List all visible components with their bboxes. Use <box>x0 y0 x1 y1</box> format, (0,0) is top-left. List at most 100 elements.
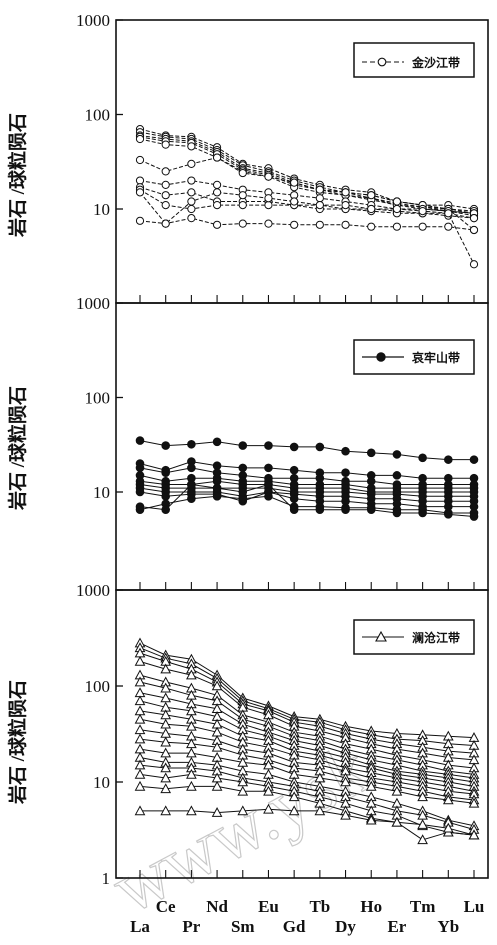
panel-jinshajiang-series-8-point <box>469 214 479 223</box>
panel-ailaoshan-series-1-point <box>289 465 299 475</box>
panel-lancangjiang-series-5-point <box>134 676 146 687</box>
panel-ailaoshan-series-2-point <box>135 463 145 473</box>
panel-lancangjiang-series-17-point <box>442 822 454 833</box>
panel-jinshajiang-series-9-point <box>290 197 299 206</box>
panel-jinshajiang-ylabel: 岩石 /球粒陨石 <box>6 113 29 238</box>
panel-jinshajiang-series-7-point <box>187 188 196 197</box>
panel-jinshajiang-series-10-point <box>315 220 324 229</box>
panel-ailaoshan-series-9-point <box>289 505 299 514</box>
panel-jinshajiang-series-10-point <box>187 214 196 223</box>
panel-jinshajiang-series-9-point <box>264 194 273 203</box>
panel-jinshajiang-legend-marker <box>377 57 387 67</box>
panel-jinshajiang-series-4-line <box>139 138 475 217</box>
panel-ailaoshan-series-7-point <box>135 487 145 497</box>
panel-lancangjiang-series-9-point <box>186 720 197 731</box>
x-tick-label-pr: Pr <box>182 917 200 936</box>
panel-ailaoshan-series-9-point <box>366 505 376 514</box>
panel-ailaoshan-series-0-point <box>238 441 248 450</box>
panel-ailaoshan-series-0-point <box>161 441 170 450</box>
panel-lancangjiang-series-17-point <box>186 805 197 816</box>
x-tick-label-tb: Tb <box>309 897 330 916</box>
panel-jinshajiang-ytick-label: 100 <box>85 106 111 125</box>
panel-jinshajiang-series-5-line <box>139 157 475 231</box>
panel-jinshajiang-series-8-point <box>161 200 170 210</box>
panel-ailaoshan-series-9-point <box>238 487 248 497</box>
panel-lancangjiang-series-10-point <box>134 724 146 735</box>
panel-ailaoshan-series-9-point <box>161 505 170 514</box>
x-tick-label-gd: Gd <box>283 917 306 936</box>
panel-lancangjiang-series-14-point <box>134 759 146 770</box>
panel-lancangjiang-series-15-point <box>134 768 146 779</box>
panel-jinshajiang-ytick-label: 1000 <box>76 11 110 30</box>
panel-ailaoshan-ytick-label: 100 <box>85 389 111 408</box>
panel-jinshajiang-series-9-point <box>135 188 145 197</box>
panel-lancangjiang-series-3-point <box>160 663 172 674</box>
panel-lancangjiang-legend-label: 澜沧江带 <box>412 630 460 645</box>
x-tick-label-la: La <box>130 917 150 936</box>
panel-ailaoshan-series-9-point <box>341 505 350 514</box>
panel-lancangjiang-legend: 澜沧江带 <box>353 619 475 655</box>
panel-lancangjiang: 岩石 /球粒陨石 1000 100 10 1 澜沧江带 <box>6 581 489 888</box>
panel-lancangjiang-series-12-point <box>468 797 480 808</box>
panel-lancangjiang-series-2-line <box>139 652 475 754</box>
x-tick-label-yb: Yb <box>437 917 459 936</box>
panel-ailaoshan-series-1-line <box>139 461 474 479</box>
panel-jinshajiang-series-5-point <box>135 155 145 165</box>
x-tick-label-ho: Ho <box>360 897 382 916</box>
panel-jinshajiang-series-5-point <box>264 172 273 181</box>
panel-ailaoshan-series-9-point <box>135 502 145 511</box>
panel-lancangjiang-series-11-point <box>211 741 223 752</box>
x-tick-label-sm: Sm <box>231 917 255 936</box>
panel-jinshajiang-series-3-line <box>139 136 475 214</box>
x-tick-label-ce: Ce <box>156 897 176 916</box>
panel-lancangjiang-series-16-point <box>160 783 172 794</box>
panel-ailaoshan-series-1-point <box>238 463 248 473</box>
panel-jinshajiang-series-10-point <box>161 219 170 228</box>
panel-jinshajiang-series-9-point <box>341 200 350 210</box>
panel-jinshajiang-series-10-point <box>290 220 299 229</box>
panel-ailaoshan-series-1-point <box>341 468 350 478</box>
panel-jinshajiang-series-8-point <box>264 200 273 210</box>
panel-ailaoshan-legend: 哀牢山带 <box>353 339 475 375</box>
panel-jinshajiang-series-10-point <box>238 219 247 228</box>
panel-jinshajiang-series-5-point <box>392 197 402 206</box>
panel-ailaoshan-series-1-point <box>212 461 222 470</box>
panel-jinshajiang-series-8-line <box>139 189 475 219</box>
panel-ailaoshan-series-1-point <box>392 471 402 480</box>
panel-jinshajiang-series-6-point <box>187 176 196 185</box>
panel-lancangjiang-series-17-point <box>134 805 146 816</box>
panel-lancangjiang-series-15-point <box>186 768 197 779</box>
panel-jinshajiang-series-10-point <box>444 222 453 231</box>
panel-ailaoshan-series-9-point <box>469 512 479 521</box>
panel-jinshajiang-series-9-point <box>367 204 376 214</box>
panel-jinshajiang: 岩石 /球粒陨石 1000 100 10 金沙江带 <box>6 11 489 304</box>
panel-lancangjiang-series-17-point <box>417 819 428 829</box>
panel-lancangjiang-series-12-line <box>139 748 475 804</box>
panel-lancangjiang-series-11-point <box>160 736 172 747</box>
panel-lancangjiang-series-4-line <box>139 674 475 769</box>
panel-jinshajiang-series-6-point <box>212 180 222 189</box>
panel-ailaoshan-series-9-point <box>187 480 196 489</box>
panel-jinshajiang-series-10-point <box>264 219 273 228</box>
panel-jinshajiang-series-10-point <box>469 225 479 235</box>
panel-ailaoshan-series-7-point <box>289 494 299 503</box>
panel-ailaoshan-series-8-point <box>264 492 273 501</box>
panel-jinshajiang-series-6-point <box>161 180 170 189</box>
panel-lancangjiang-frame <box>115 589 489 879</box>
panel-jinshajiang-series-5-point <box>187 159 196 169</box>
panel-lancangjiang-series-5-line <box>139 681 475 775</box>
panel-jinshajiang-series-9-point <box>392 204 402 214</box>
panel-lancangjiang-series-17-point <box>263 803 274 814</box>
panel-ailaoshan-series-1-point <box>264 463 273 473</box>
panel-lancangjiang-series-3-line <box>139 661 475 761</box>
panel-lancangjiang-series-12-point <box>391 785 403 796</box>
panel-jinshajiang-series-9-point <box>238 191 247 200</box>
panel-lancangjiang-series-16-point <box>134 780 146 791</box>
panel-jinshajiang-series-9-point <box>315 200 324 210</box>
panel-ailaoshan-series-9-point <box>315 505 325 514</box>
x-tick-label-tm: Tm <box>410 897 436 916</box>
panel-ailaoshan-series-2-point <box>187 463 196 473</box>
panel-jinshajiang-series-4-point <box>135 134 145 144</box>
panel-lancangjiang-legend-marker <box>375 630 387 642</box>
